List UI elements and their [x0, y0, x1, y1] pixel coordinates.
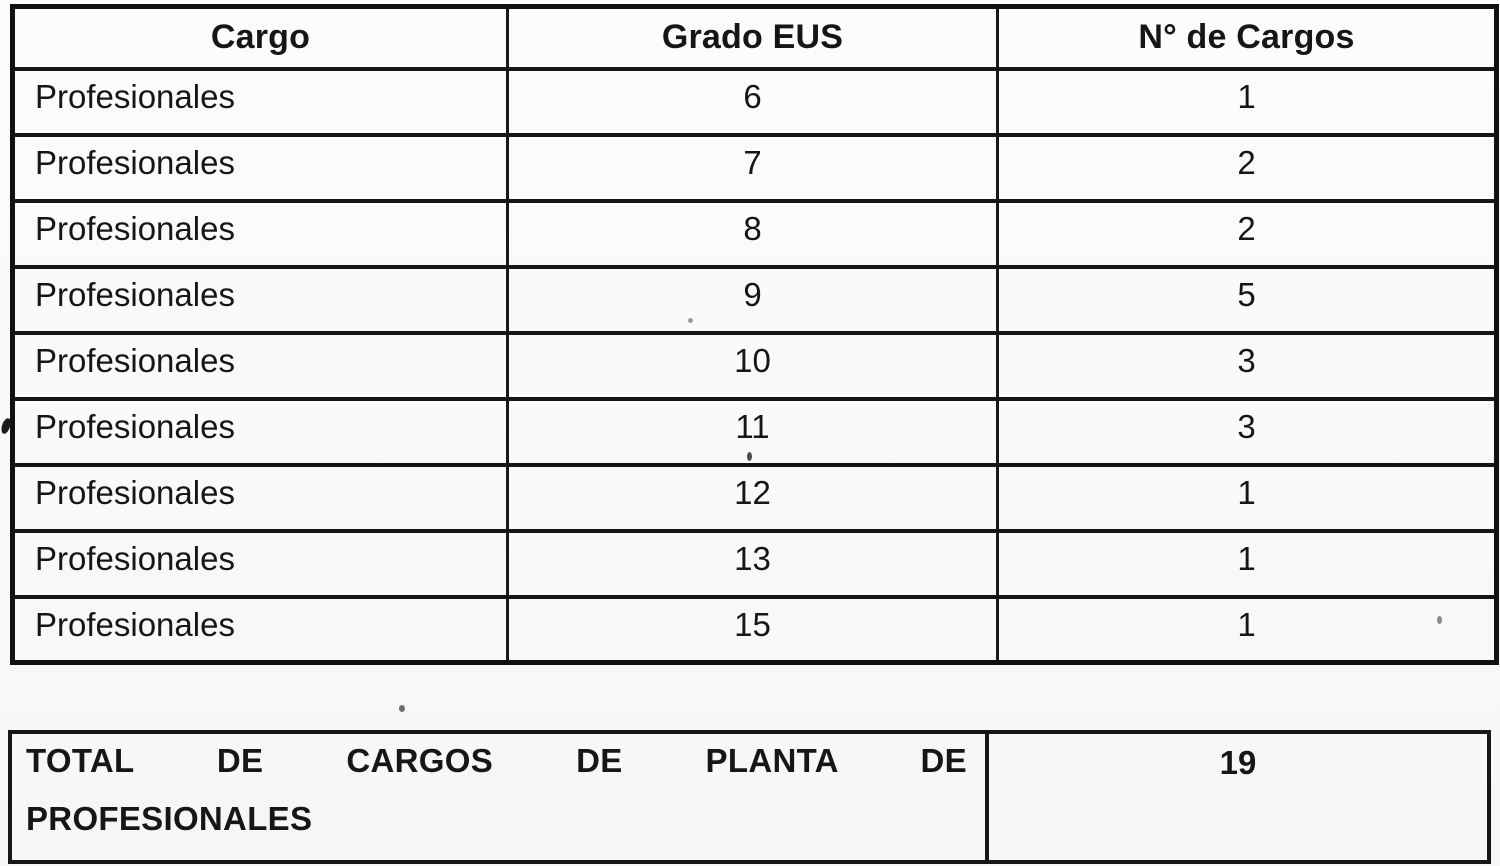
column-header-grado-eus: Grado EUS [506, 4, 999, 71]
n-de-cargos-cell: 3 [996, 396, 1498, 467]
scan-artifact [399, 705, 405, 712]
grado-eus-cell: 12 [506, 462, 999, 533]
scan-artifact [747, 452, 752, 461]
grado-eus-cell: 6 [506, 66, 999, 137]
grado-eus-cell: 9 [506, 264, 999, 335]
cargo-cell: Profesionales [11, 528, 509, 599]
cargo-cell: Profesionales [11, 66, 509, 137]
grado-eus-cell: 13 [506, 528, 999, 599]
grado-eus-cell: 15 [506, 594, 999, 665]
column-header-n-de-cargos: N° de Cargos [996, 4, 1498, 71]
grado-eus-cell: 7 [506, 132, 999, 203]
grado-eus-cell: 10 [506, 330, 999, 401]
table-row: Profesionales 13 1 [11, 528, 1498, 599]
total-row: TOTAL DE CARGOS DE PLANTA DE PROFESIONAL… [8, 730, 1491, 864]
cargo-cell: Profesionales [11, 594, 509, 665]
n-de-cargos-cell: 3 [996, 330, 1498, 401]
cargo-cell: Profesionales [11, 198, 509, 269]
grado-eus-cell: 8 [506, 198, 999, 269]
cargo-cell: Profesionales [11, 264, 509, 335]
n-de-cargos-cell: 2 [996, 132, 1498, 203]
total-label-line1: TOTAL DE CARGOS DE PLANTA DE [26, 742, 967, 779]
scan-artifact [688, 318, 693, 323]
grado-eus-cell: 11 [506, 396, 999, 467]
n-de-cargos-cell: 1 [996, 528, 1498, 599]
cargo-cell: Profesionales [11, 462, 509, 533]
n-de-cargos-cell: 1 [996, 594, 1498, 665]
cargo-cell: Profesionales [11, 396, 509, 467]
cargos-table: Cargo Grado EUS N° de Cargos Profesional… [10, 4, 1499, 665]
table-row: Profesionales 10 3 [11, 330, 1498, 401]
n-de-cargos-cell: 1 [996, 462, 1498, 533]
total-label-cell: TOTAL DE CARGOS DE PLANTA DE PROFESIONAL… [8, 730, 989, 864]
cargo-cell: Profesionales [11, 330, 509, 401]
scan-artifact [1437, 616, 1442, 624]
total-table: TOTAL DE CARGOS DE PLANTA DE PROFESIONAL… [8, 730, 1491, 864]
total-label-line2: PROFESIONALES [26, 800, 313, 837]
table-header-row: Cargo Grado EUS N° de Cargos [11, 4, 1498, 71]
table-row: Profesionales 8 2 [11, 198, 1498, 269]
cargo-cell: Profesionales [11, 132, 509, 203]
table-row: Profesionales 15 1 [11, 594, 1498, 665]
table-row: Profesionales 9 5 [11, 264, 1498, 335]
table-body: Profesionales 6 1 Profesionales 7 2 Prof… [11, 66, 1498, 665]
table-row: Profesionales 11 3 [11, 396, 1498, 467]
n-de-cargos-cell: 1 [996, 66, 1498, 137]
total-value: 19 [985, 730, 1491, 864]
n-de-cargos-cell: 5 [996, 264, 1498, 335]
table-row: Profesionales 6 1 [11, 66, 1498, 137]
column-header-cargo: Cargo [11, 4, 509, 71]
table-row: Profesionales 12 1 [11, 462, 1498, 533]
n-de-cargos-cell: 2 [996, 198, 1498, 269]
table-row: Profesionales 7 2 [11, 132, 1498, 203]
